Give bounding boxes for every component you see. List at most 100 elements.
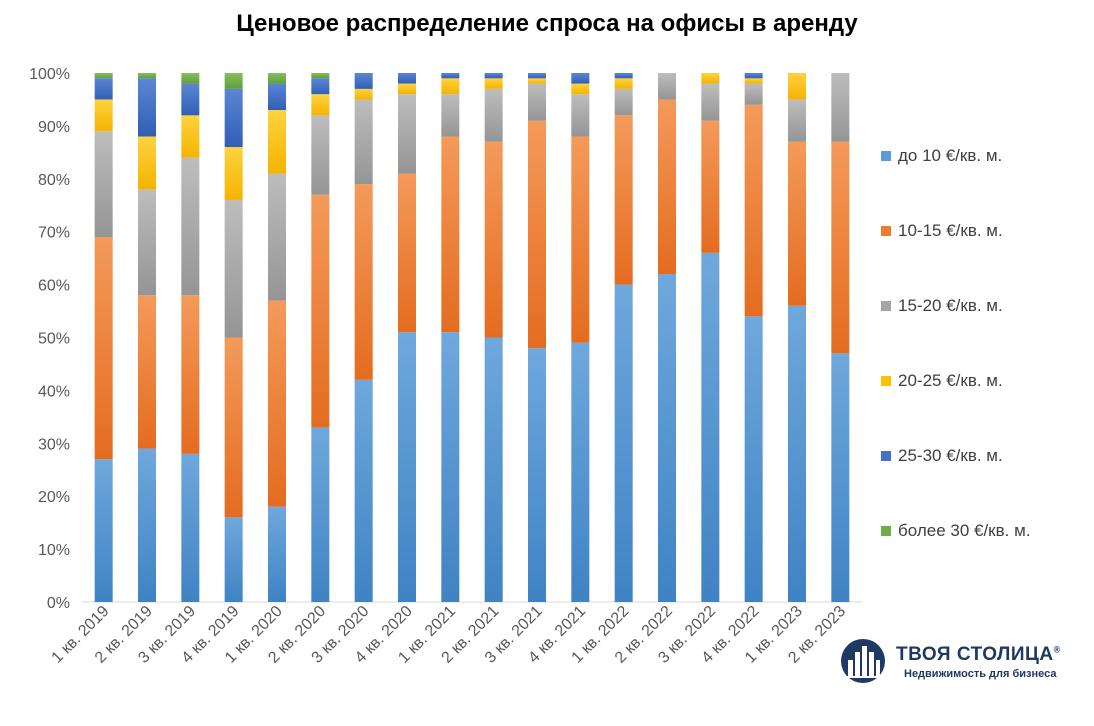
bar-segment xyxy=(744,104,763,317)
building-logo-icon xyxy=(841,639,885,683)
legend-label: 15-20 €/кв. м. xyxy=(898,296,1003,315)
bar-segment xyxy=(181,157,200,296)
logo: ТВОЯ СТОЛИЦА® Недвижимость для бизнеса xyxy=(840,638,1080,686)
bar-segment xyxy=(788,141,806,306)
bar-segment xyxy=(354,73,373,89)
y-tick-label: 20% xyxy=(38,489,70,506)
bar-segment xyxy=(441,136,460,333)
bar-segment xyxy=(831,353,850,602)
bar-segment xyxy=(138,73,156,79)
bar-segment xyxy=(398,332,416,602)
bar-segment xyxy=(268,506,286,602)
bar-segment xyxy=(614,284,633,602)
bar-segment xyxy=(571,73,590,84)
bar-segment xyxy=(94,99,113,132)
legend-swatch xyxy=(881,451,891,461)
bar-segment xyxy=(441,73,460,79)
bar-segment xyxy=(658,274,676,602)
bar-segment xyxy=(311,427,330,602)
bar-segment xyxy=(484,88,503,142)
bar-segment xyxy=(701,252,720,603)
bar-segment xyxy=(354,99,373,185)
y-tick-label: 100% xyxy=(29,66,70,83)
bar-segment xyxy=(398,83,416,95)
bar-segment xyxy=(831,73,850,142)
y-tick-label: 10% xyxy=(38,542,70,559)
logo-name: ТВОЯ СТОЛИЦА® xyxy=(896,644,1061,665)
bar-segment xyxy=(311,78,330,95)
bar-segment xyxy=(138,78,156,137)
legend: до 10 €/кв. м. 10-15 €/кв. м. 15-20 €/кв. … xyxy=(881,146,1031,540)
bar-segment xyxy=(484,141,503,338)
bar-segment xyxy=(398,94,416,174)
bar-segment xyxy=(744,83,763,105)
bar-segment xyxy=(614,88,633,116)
bar-segment xyxy=(788,99,806,142)
bar-segment xyxy=(571,83,590,95)
bar-segment xyxy=(441,332,460,602)
legend-swatch xyxy=(881,526,891,536)
bar-segment xyxy=(484,73,503,79)
bar-segment xyxy=(311,115,330,195)
bar-segment xyxy=(181,83,200,116)
bar-segment xyxy=(268,83,286,111)
bar-segment xyxy=(354,184,373,380)
bar-segment xyxy=(311,194,330,428)
bar-segment xyxy=(354,379,373,602)
bar-segment xyxy=(744,78,763,84)
y-tick-label: 70% xyxy=(38,225,70,242)
bar-segment xyxy=(484,337,503,602)
bar-segment xyxy=(614,78,633,89)
bar-segment xyxy=(224,199,243,338)
bar-segment xyxy=(701,73,720,84)
bar-segment xyxy=(744,73,763,79)
bars xyxy=(94,73,850,603)
bar-segment xyxy=(398,173,416,333)
legend-swatch xyxy=(881,151,891,161)
bar-segment xyxy=(528,78,546,84)
bar-segment xyxy=(658,99,676,275)
bar-segment xyxy=(528,348,546,602)
bar-segment xyxy=(484,78,503,89)
legend-label: более 30 €/кв. м. xyxy=(898,521,1031,540)
bar-segment xyxy=(268,173,286,301)
bar-segment xyxy=(398,73,416,84)
bar-segment xyxy=(701,120,720,253)
bar-segment xyxy=(354,88,373,100)
chart-title: Ценовое распределение спроса на офисы в … xyxy=(236,10,858,37)
y-axis: 0% 10% 20% 30% 40% 50% 60% 70% 80% 90% 100% xyxy=(29,66,862,612)
bar-segment xyxy=(614,73,633,79)
y-tick-label: 40% xyxy=(38,383,70,400)
bar-segment xyxy=(571,342,590,602)
logo-tagline: Недвижимость для бизнеса xyxy=(904,668,1057,680)
bar-segment xyxy=(138,448,156,602)
bar-segment xyxy=(658,73,676,100)
bar-segment xyxy=(528,120,546,349)
bar-segment xyxy=(788,305,806,602)
bar-segment xyxy=(181,453,200,602)
legend-swatch xyxy=(881,376,891,386)
bar-segment xyxy=(528,83,546,121)
y-tick-label: 90% xyxy=(38,119,70,136)
bar-segment xyxy=(528,73,546,79)
bar-segment xyxy=(94,73,113,79)
bar-segment xyxy=(614,115,633,285)
bar-segment xyxy=(94,131,113,237)
bar-segment xyxy=(94,459,113,602)
bar-segment xyxy=(138,189,156,296)
bar-segment xyxy=(94,236,113,460)
bar-segment xyxy=(94,78,113,100)
bar-segment xyxy=(181,115,200,158)
bar-segment xyxy=(181,295,200,454)
bar-segment xyxy=(268,110,286,174)
legend-label: 20-25 €/кв. м. xyxy=(898,371,1003,390)
bar-segment xyxy=(831,141,850,354)
bar-segment xyxy=(441,78,460,95)
y-tick-label: 30% xyxy=(38,436,70,453)
legend-label: до 10 €/кв. м. xyxy=(898,146,1002,165)
bar-segment xyxy=(788,73,806,100)
legend-swatch xyxy=(881,301,891,311)
bar-segment xyxy=(441,94,460,137)
y-tick-label: 50% xyxy=(38,331,70,348)
